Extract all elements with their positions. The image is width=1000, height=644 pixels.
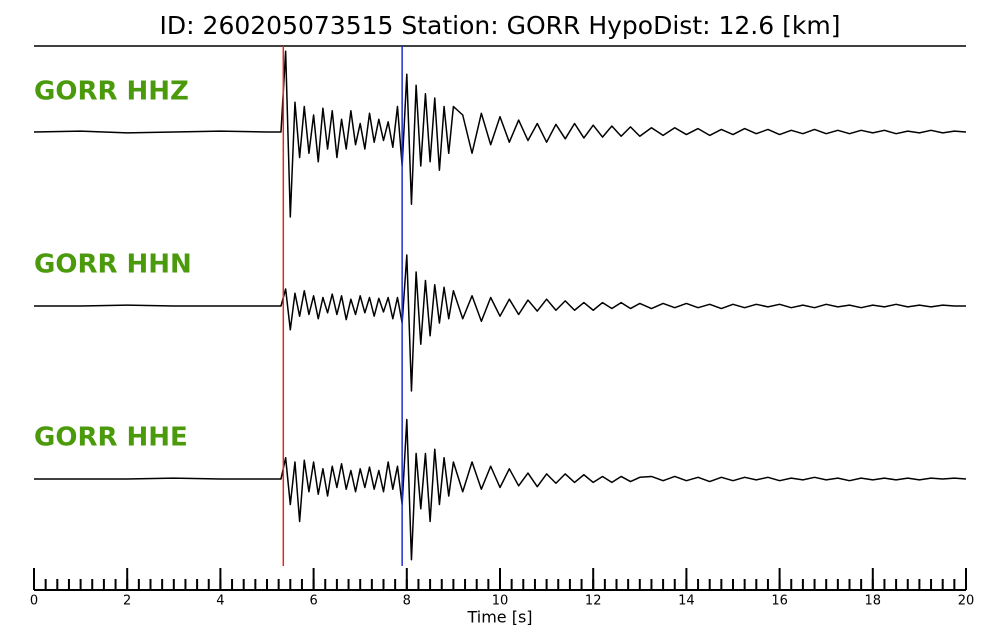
waveform xyxy=(33,50,967,218)
trace-label: GORR HHE xyxy=(34,423,188,453)
trace-label: GORR HHN xyxy=(34,250,192,280)
x-tick-label: 2 xyxy=(123,594,131,609)
x-tick-label: 0 xyxy=(30,594,38,609)
x-tick-label: 4 xyxy=(216,594,224,609)
x-axis-label: Time [s] xyxy=(466,608,532,627)
chart-title: ID: 260205073515 Station: GORR HypoDist:… xyxy=(160,11,841,40)
x-tick-label: 8 xyxy=(403,594,411,609)
x-tick-label: 18 xyxy=(865,594,882,609)
x-tick-label: 6 xyxy=(309,594,317,609)
x-tick-label: 14 xyxy=(678,594,695,609)
x-tick-label: 12 xyxy=(585,594,602,609)
x-tick-label: 16 xyxy=(771,594,788,609)
x-tick-label: 10 xyxy=(492,594,509,609)
waveform xyxy=(34,254,966,392)
trace-label: GORR HHZ xyxy=(34,77,189,107)
x-tick-label: 20 xyxy=(958,594,975,609)
waveform xyxy=(34,418,967,561)
